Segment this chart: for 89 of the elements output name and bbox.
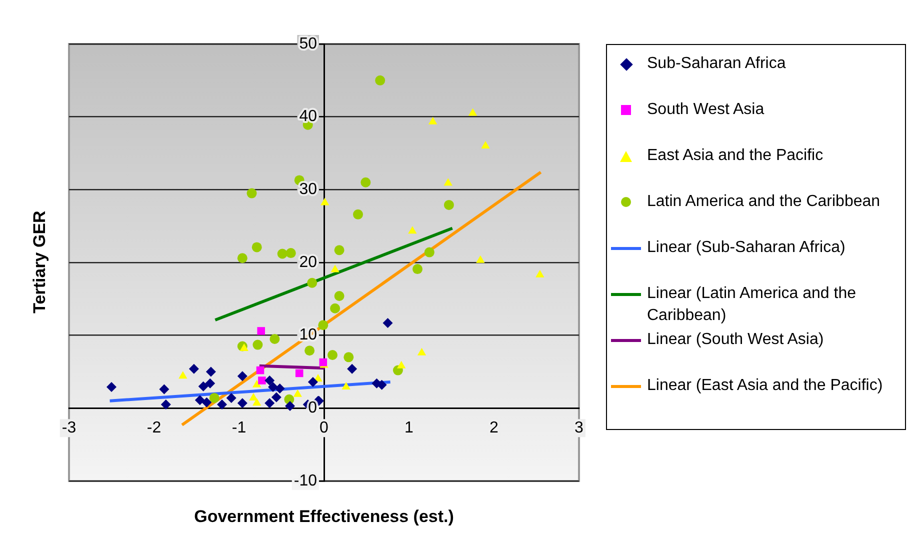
point [293,389,302,397]
point [277,248,288,259]
y-axis-title: Tertiary GER [30,210,50,314]
point [286,248,296,258]
point [320,198,330,206]
point [444,200,454,210]
point [344,352,354,362]
point [237,371,248,382]
legend-label: South West Asia [647,100,766,120]
point [536,270,544,278]
legend-label: Latin America and the Caribbean [647,192,882,212]
point [249,392,258,400]
point [258,376,266,384]
point [481,140,490,148]
point [237,398,248,408]
point [264,398,275,408]
point [334,245,344,256]
x-tick-label: 0 [320,420,329,437]
point [206,366,216,377]
y-tick-label: 50 [299,35,318,52]
x-tick-label: 1 [404,420,414,437]
point [468,108,478,116]
point [334,291,344,302]
y-tick-label: 30 [299,181,318,198]
point [424,247,434,258]
point [226,392,236,403]
point [347,364,358,374]
point [198,381,208,392]
point [328,350,338,360]
point [159,384,170,394]
point [256,366,264,374]
legend-label: Linear (South West Asia) [647,330,825,350]
point [342,382,350,390]
legend-label: East Asia and the Pacific [647,146,824,166]
point [237,253,248,264]
legend-label: Sub-Saharan Africa [647,54,787,74]
point [360,177,371,188]
y-tick-label: 40 [299,108,318,126]
point [264,375,275,386]
point [274,384,285,394]
point [397,360,406,368]
point [295,369,304,378]
point [209,392,220,403]
legend-label: Linear (Latin America and the Caribbean) [647,284,858,326]
point [194,395,205,406]
point [257,327,265,335]
point [271,392,282,402]
point [252,340,263,350]
point [285,400,295,411]
x-tick-label: -3 [62,420,76,437]
point [217,400,227,410]
point [202,397,212,408]
point [308,376,318,387]
point [252,380,262,388]
point [318,320,328,330]
x-tick-label: 3 [574,420,584,437]
point [270,334,280,344]
x-tick-label: 2 [490,420,499,437]
x-axis-title: Government Effectiveness (est.) [194,507,454,527]
point [412,264,422,274]
point [417,348,426,356]
point [428,116,438,124]
point [375,75,386,86]
y-tick-label: 0 [308,400,318,417]
point [240,343,248,351]
point [330,264,340,272]
point [178,371,188,379]
point [252,398,262,406]
legend-label: Linear (Sub-Saharan Africa) [647,238,846,258]
point [160,400,171,410]
point [382,318,393,328]
y-tick-label: -10 [294,472,318,490]
point [246,188,257,198]
point [330,303,340,314]
legend-label: Linear (East Asia and the Pacific) [647,376,884,396]
point [307,278,318,288]
point [205,378,216,388]
x-tick-label: -2 [146,420,162,437]
point [268,382,278,392]
point [252,242,262,252]
point [106,382,116,392]
y-tick-label: 20 [299,254,318,271]
point [408,226,417,234]
point [188,364,199,374]
point [444,178,452,186]
point [304,346,315,356]
point [353,209,363,220]
x-tick-label: -1 [232,420,246,437]
point [476,255,485,263]
